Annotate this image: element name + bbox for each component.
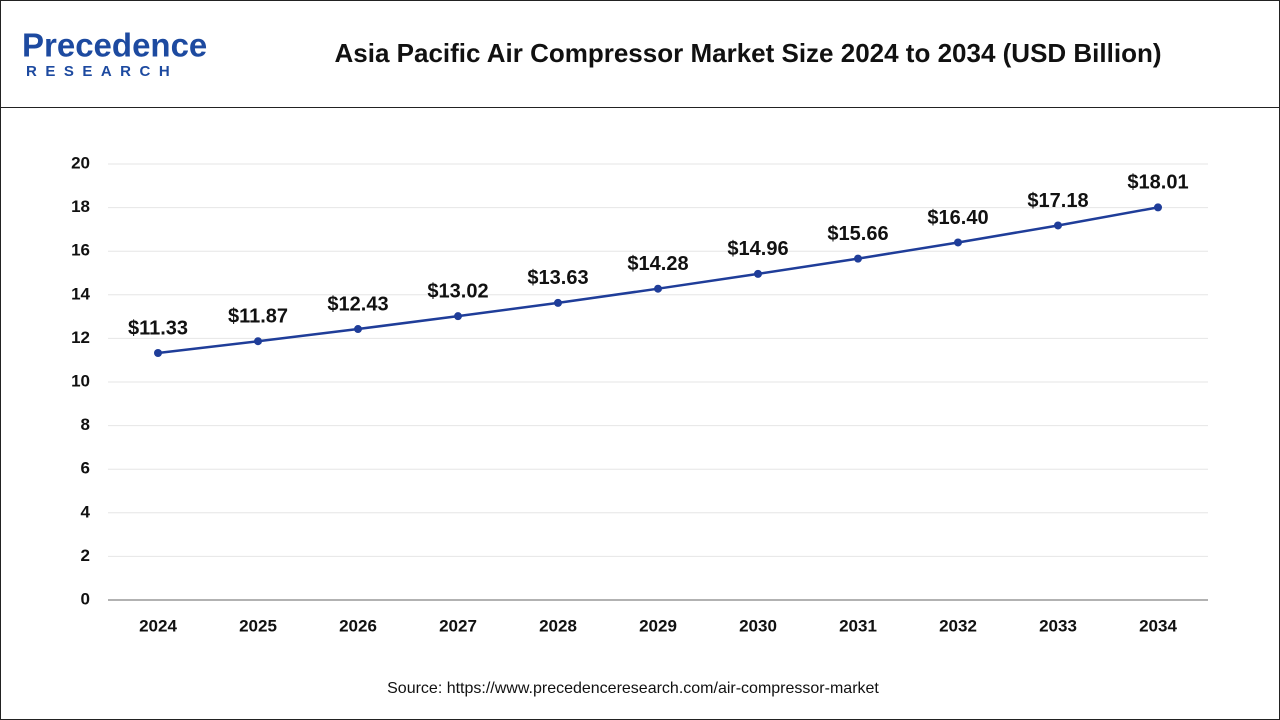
y-tick-label: 20 [71,153,90,172]
value-label: $13.63 [527,267,588,289]
value-label: $14.96 [727,238,788,260]
value-label: $17.18 [1027,190,1088,212]
value-label: $14.28 [627,253,688,275]
x-tick-label: 2031 [839,616,877,635]
value-label: $13.02 [427,280,488,302]
y-tick-label: 8 [81,415,90,434]
y-tick-label: 18 [71,197,90,216]
point [454,312,462,321]
y-tick-label: 14 [71,284,90,303]
value-label: $11.33 [128,317,188,339]
x-tick-label: 2028 [539,616,577,635]
x-tick-label: 2030 [739,616,777,635]
point [254,337,262,346]
y-tick-label: 6 [81,459,90,478]
logo-tagline: RESEARCH [26,63,178,80]
value-label: $11.87 [228,306,288,328]
x-tick-label: 2024 [139,616,177,635]
y-tick-label: 10 [71,371,90,390]
value-label: $16.40 [927,207,988,229]
x-tick-label: 2032 [939,616,977,635]
y-tick-label: 16 [71,241,90,260]
x-tick-label: 2029 [639,616,677,635]
point [754,269,762,278]
value-label: $12.43 [327,293,388,315]
value-label: $18.01 [1127,172,1188,194]
y-tick-label: 12 [71,328,90,347]
point [954,238,962,247]
y-tick-label: 4 [81,502,91,521]
point [354,325,362,334]
x-tick-label: 2026 [339,616,377,635]
logo-name: Precedence [22,27,207,64]
x-tick-label: 2033 [1039,616,1077,635]
x-tick-label: 2025 [239,616,277,635]
chart-title: Asia Pacific Air Compressor Market Size … [335,38,1162,68]
y-tick-label: 0 [81,589,90,608]
value-label: $15.66 [827,223,888,245]
point [1054,221,1062,230]
point [154,349,162,358]
x-tick-label: 2034 [1139,616,1177,635]
point [1154,203,1162,212]
x-tick-label: 2027 [439,616,477,635]
point [554,298,562,307]
y-tick-label: 2 [81,546,90,565]
source: Source: https://www.precedenceresearch.c… [387,680,879,697]
point [854,254,862,263]
point [654,284,662,293]
